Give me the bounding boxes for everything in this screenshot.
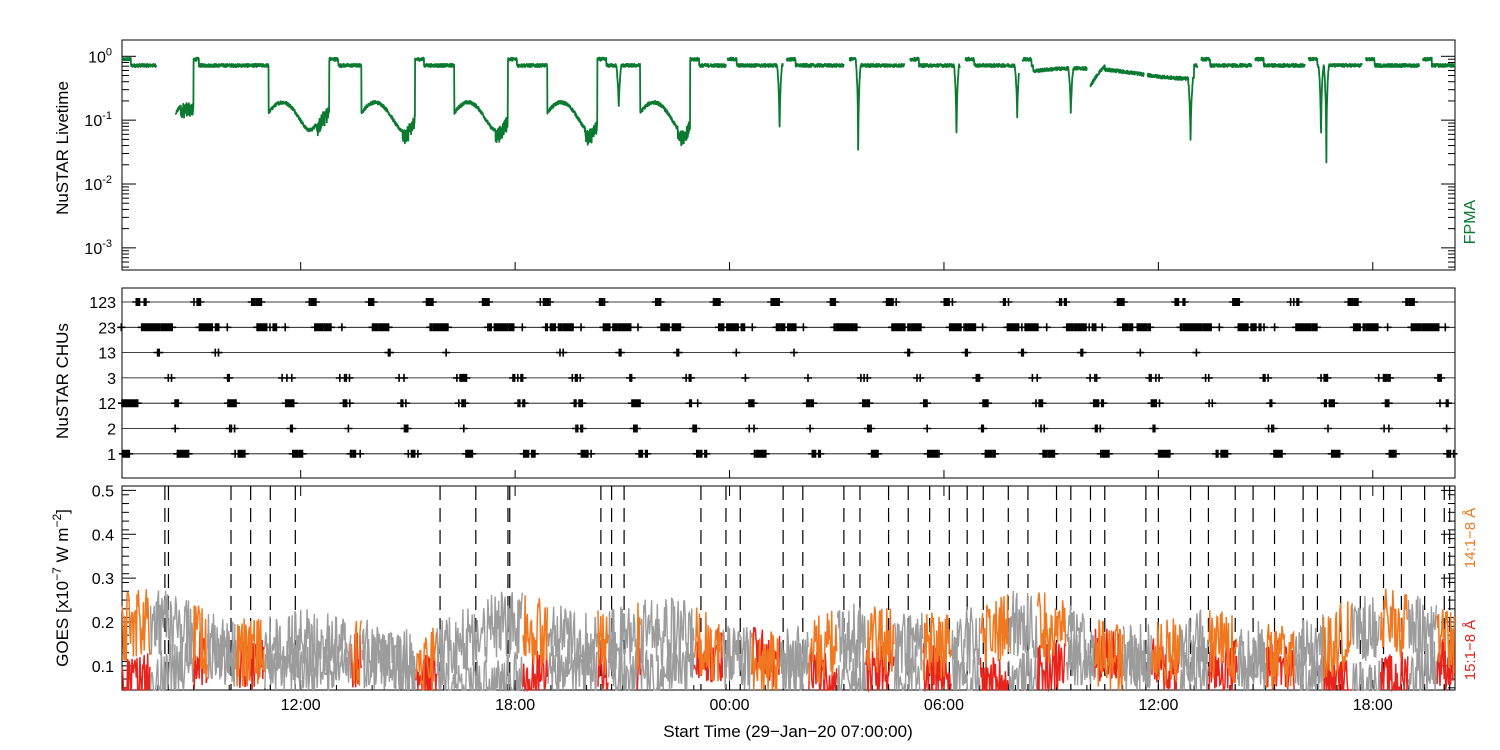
goes-tick-label: 0.2 (92, 615, 114, 632)
goes-tick-label: 0.1 (92, 659, 114, 676)
goes14-line (121, 588, 1456, 691)
chu-tick-label: 13 (98, 346, 116, 363)
goes15-legend: 15:1−8 Å (1462, 620, 1479, 680)
goes-tick-label: 0.3 (92, 571, 114, 588)
goes-tick-label: 0.5 (92, 483, 114, 500)
goes-x-tick-label: 18:00 (1353, 697, 1393, 714)
chu-markers-1 (118, 449, 1458, 458)
chu-frame (121, 287, 1456, 479)
chu-markers-3 (164, 373, 1446, 382)
livetime-ylabel: NuSTAR Livetime (53, 81, 72, 215)
chu-tick-label: 123 (89, 295, 116, 312)
chu-markers-12-start (118, 399, 142, 408)
chu-tick-label: 12 (98, 396, 116, 413)
goes-panel: 0.1 0.2 0.3 0.4 0.5 12:00 18:00 00:00 06:00 12:00… (92, 483, 1456, 714)
livetime-tick-label: 100 (88, 46, 112, 66)
livetime-panel: 100 10-1 10-2 10-3 (84, 39, 1456, 271)
fpma-legend: FPMA (1462, 199, 1479, 244)
chu-tick-label: 23 (98, 320, 116, 337)
livetime-tick-label: 10-3 (84, 238, 112, 258)
goes-ylabel: GOES [x10−7 W m−2] (50, 509, 72, 667)
goes-x-tick-label: 12:00 (281, 697, 321, 714)
chu-markers-123 (132, 298, 1419, 306)
goes-tick-label: 0.4 (92, 527, 114, 544)
goes14-legend: 14:1−8 Å (1462, 508, 1479, 568)
chu-tick-label: 2 (107, 422, 116, 439)
livetime-tick-label: 10-2 (84, 174, 112, 194)
fpma-livetime-line (121, 56, 1456, 164)
goes-x-tick-label: 00:00 (710, 697, 750, 714)
goes14-gray-line (149, 590, 1438, 691)
goes-x-tick-label: 12:00 (1138, 697, 1178, 714)
chu-markers-13 (153, 348, 1201, 357)
livetime-tick-label: 10-1 (84, 110, 112, 130)
chu-tick-label: 1 (107, 447, 116, 464)
chu-markers-12 (171, 399, 1452, 408)
goes-x-tick-label: 18:00 (495, 697, 535, 714)
chu-markers-23 (117, 323, 1450, 332)
chu-ylabel: NuSTAR CHUs (53, 323, 72, 439)
goes-x-tick-label: 06:00 (924, 697, 964, 714)
chu-markers-2 (171, 424, 1451, 433)
chu-tick-label: 3 (107, 371, 116, 388)
livetime-frame (121, 39, 1456, 271)
axis-labels: NuSTAR Livetime FPMA NuSTAR CHUs GOES [x… (50, 81, 1479, 741)
x-axis-title: Start Time (29−Jan−20 07:00:00) (663, 722, 913, 741)
